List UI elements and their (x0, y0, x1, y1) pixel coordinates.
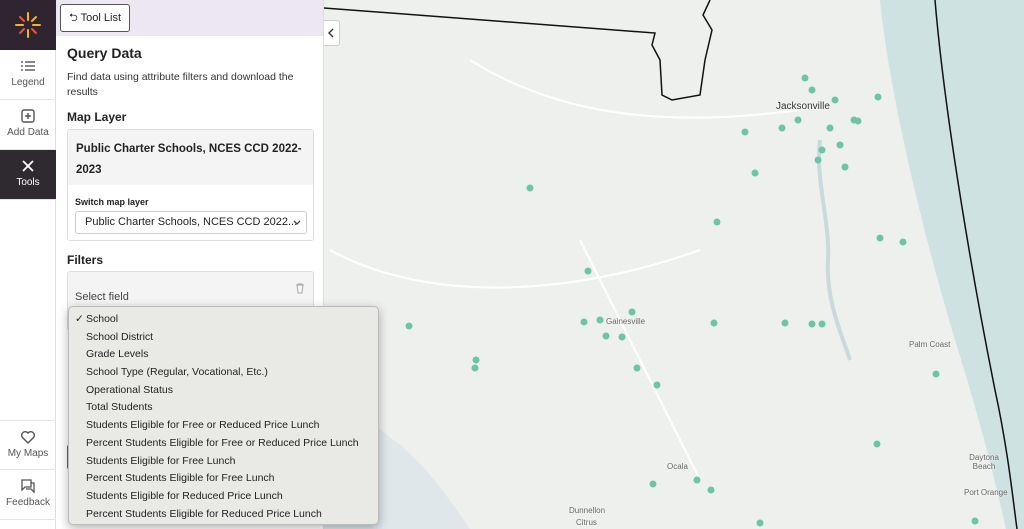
option-label: School (86, 313, 119, 325)
map-label: Port Orange (964, 488, 1008, 497)
layer-card: Public Charter Schools, NCES CCD 2022-20… (67, 129, 314, 241)
option-label: Students Eligible for Reduced Price Lunc… (86, 489, 283, 502)
map-label: Jacksonville (776, 101, 830, 112)
state-border (324, 0, 713, 101)
option-label: Percent Students Eligible for Reduced Pr… (86, 507, 322, 520)
icon (21, 431, 35, 444)
icon (22, 160, 34, 172)
option-label: Grade Levels (86, 348, 149, 361)
nav-label: My Maps (7, 448, 49, 459)
button-label: Tool List (80, 12, 122, 24)
map-canvas (324, 0, 1024, 529)
nav-rail: Legend Add Data Tools My Maps Feedback (0, 0, 56, 529)
nav-add-data[interactable]: Add Data (0, 100, 56, 150)
boundary (934, 0, 1018, 529)
option-label: Students Eligible for Free Lunch (86, 454, 236, 467)
logo-icon (15, 12, 41, 38)
panel-title: Query Data (67, 45, 142, 61)
option-label: Total Students (86, 401, 153, 414)
nav-label: Tools (16, 177, 40, 188)
school-points (405, 74, 979, 527)
dropdown-option[interactable]: Percent Students Eligible for Free Lunch (69, 470, 378, 488)
section-heading: Map Layer (67, 110, 127, 124)
dropdown-option[interactable]: School Type (Regular, Vocational, Etc.) (69, 364, 378, 382)
dropdown-option[interactable]: Percent Students Eligible for Reduced Pr… (69, 506, 378, 524)
nav-legend[interactable]: Legend (0, 50, 56, 100)
map-label: Ocala (667, 462, 688, 471)
map-label: Daytona Beach (969, 453, 999, 471)
option-label: School District (86, 330, 154, 343)
dropdown-option[interactable]: Students Eligible for Free or Reduced Pr… (69, 417, 378, 435)
chevron (328, 28, 334, 38)
collapse-button[interactable] (324, 20, 340, 46)
road (329, 59, 801, 481)
map-label: Citrus (576, 518, 597, 527)
map-label: Palm Coast (909, 340, 951, 349)
map-label: Gainesville (606, 317, 646, 326)
dropdown-option[interactable]: Percent Students Eligible for Free or Re… (69, 435, 378, 453)
dropdown-option[interactable]: ✓ School (69, 311, 378, 329)
river (816, 139, 852, 361)
nav-my-maps[interactable]: My Maps (0, 420, 56, 470)
option-label: Students Eligible for Free or Reduced Pr… (86, 419, 320, 432)
delete-icon[interactable] (294, 282, 306, 294)
logo[interactable] (0, 0, 56, 50)
back-button[interactable]: ⮌ Tool List (60, 4, 131, 32)
field-label: Switch map layer (75, 197, 149, 207)
chevron (293, 220, 301, 225)
dropdown-option[interactable]: Students Eligible for Reduced Price Lunc… (69, 488, 378, 506)
layer-title: Public Charter Schools, NCES CCD 2022-20… (68, 130, 313, 185)
section-heading: Filters (67, 253, 104, 267)
panel-header: ⮌ Tool List (56, 0, 323, 36)
nav-label: Add Data (7, 127, 49, 138)
dropdown-option[interactable]: Operational Status (69, 382, 378, 400)
nav-label: Legend (11, 77, 45, 88)
nav-feedback[interactable]: Feedback (0, 470, 56, 520)
dropdown-option[interactable]: School District (69, 329, 378, 347)
field-placeholder: Select field (75, 291, 129, 303)
icon (21, 61, 35, 71)
ocean (880, 0, 1024, 529)
option-label: Operational Status (86, 383, 173, 396)
dropdown-option[interactable]: Grade Levels (69, 346, 378, 364)
check-mark: ✓ (75, 313, 84, 325)
map-label: Dunnellon (569, 506, 606, 515)
dropdown-option[interactable]: Total Students (69, 399, 378, 417)
icon (21, 109, 35, 123)
dropdown-option[interactable]: Students Eligible for Free Lunch (69, 453, 378, 471)
layer-select[interactable]: Public Charter Schools, NCES CCD 2022... (75, 211, 307, 234)
description: Find data using attribute filters and do… (67, 71, 294, 98)
option-label: Percent Students Eligible for Free or Re… (86, 436, 359, 449)
option-label: School Type (Regular, Vocational, Etc.) (86, 366, 268, 379)
map[interactable]: Jacksonville Gainesville Palm Coast Ocala Da… (324, 0, 1024, 529)
nav-label: Feedback (6, 497, 50, 508)
nav-tools[interactable]: Tools (0, 150, 56, 200)
option-label: Percent Students Eligible for Free Lunch (86, 472, 275, 485)
icon (21, 479, 35, 494)
select-value: Public Charter Schools, NCES CCD 2022... (85, 216, 298, 228)
field-dropdown: ✓ School School District Grade Levels School… (68, 306, 379, 525)
